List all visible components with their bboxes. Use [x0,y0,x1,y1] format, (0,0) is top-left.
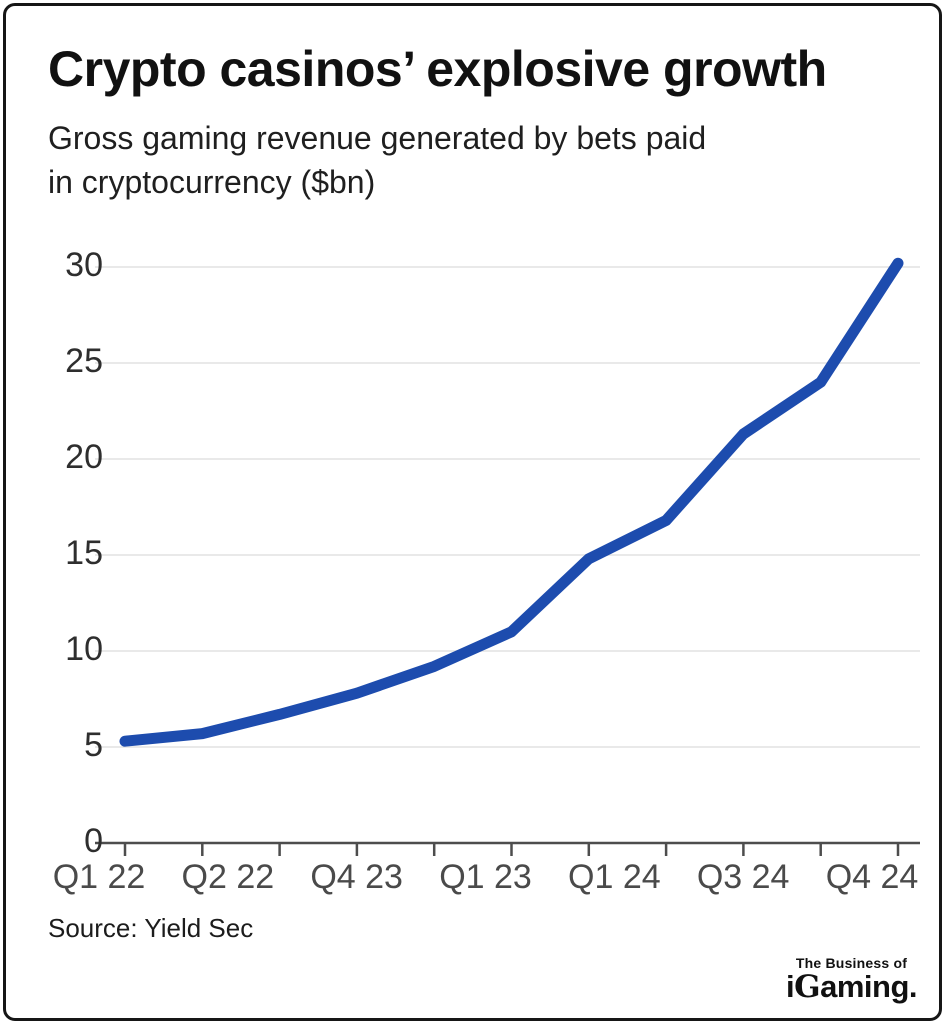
y-axis-label: 0 [84,822,103,860]
y-axis-label: 25 [65,342,103,380]
igaming-logo: The Business of iGaming. [785,955,918,1005]
image-border-frame [3,3,942,1021]
chart-title: Crypto casinos’ explosive growth [48,41,827,97]
chart-subtitle-line1: Gross gaming revenue generated by bets p… [48,120,707,156]
y-axis-label: 5 [84,726,103,764]
x-axis-label: Q1 23 [439,858,532,896]
x-axis-label: Q3 24 [696,858,790,896]
igaming-logo-wordmark: iGaming. [785,969,918,1005]
source-note: Source: Yield Sec [48,913,254,943]
igaming-logo-g-icon: G [794,969,821,1005]
chart-subtitle: Gross gaming revenue generated by bets p… [48,116,706,204]
x-axis-label: Q4 24 [825,858,919,896]
igaming-logo-i: i [785,969,795,1004]
x-axis-label: Q1 24 [568,858,661,896]
igaming-logo-rest: aming. [820,969,917,1004]
y-axis-label: 30 [65,246,103,284]
igaming-logo-tagline: The Business of [795,955,908,971]
x-axis-label: Q4 23 [310,858,403,896]
x-axis-label: Q1 22 [52,858,146,896]
chart-subtitle-line2: in cryptocurrency ($bn) [48,164,376,201]
y-axis-label: 20 [65,438,103,476]
revenue-line [119,257,904,747]
y-axis-label: 10 [65,630,103,668]
x-axis-label: Q2 22 [181,858,275,896]
y-axis-label: 15 [65,534,103,572]
